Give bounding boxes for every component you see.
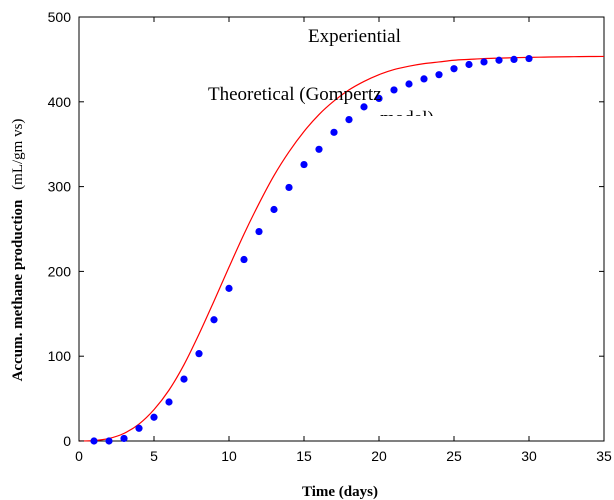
y-tick-label: 100	[48, 348, 72, 364]
x-tick-label: 25	[446, 448, 462, 464]
x-tick-label: 30	[521, 448, 537, 464]
experiential-point	[510, 55, 518, 64]
y-tick-label: 500	[48, 9, 72, 25]
experiential-point	[180, 375, 188, 383]
legend-theoretical-label-overflow: model)	[380, 108, 434, 129]
experiential-point	[195, 350, 203, 358]
experiential-point	[360, 103, 368, 111]
experiential-point	[285, 183, 293, 192]
plot-frame	[78, 16, 605, 442]
experiential-point	[480, 58, 488, 66]
experiential-point	[345, 116, 353, 124]
experiential-point	[450, 65, 458, 73]
experiential-point	[375, 94, 383, 103]
y-tick-label: 300	[48, 179, 72, 195]
y-axis-title-main: Accum. methane production	[10, 199, 26, 381]
x-tick-label: 20	[371, 448, 387, 464]
x-tick-label: 15	[296, 448, 312, 464]
plot-border	[78, 16, 605, 442]
x-tick-label: 0	[75, 448, 83, 464]
x-tick-label: 35	[596, 448, 612, 464]
experiential-point	[390, 86, 398, 94]
experiential-point	[105, 437, 113, 445]
theoretical-curve	[78, 55, 605, 442]
x-axis-title: Time (days)	[302, 484, 378, 500]
legend-experiential-label: Experiential	[308, 26, 401, 47]
experiential-point	[330, 128, 338, 136]
axis-ticks: 0 5 10 15 20 25 30 35 0 100 200 300 400 500	[48, 9, 612, 464]
y-axis-title: Accum. methane production (mL/gm vs)	[10, 119, 26, 382]
experiential-point	[300, 160, 308, 169]
experiential-point	[435, 71, 443, 79]
experiential-point	[255, 227, 263, 236]
experiential-point	[225, 284, 233, 292]
experiential-point	[165, 398, 173, 406]
experiential-point	[120, 434, 128, 443]
experiential-point	[495, 56, 503, 64]
experiential-point	[90, 437, 98, 445]
experiential-point	[210, 316, 218, 324]
y-axis-title-unit: (mL/gm vs)	[10, 119, 26, 190]
experiential-point	[135, 424, 143, 432]
x-tick-label: 10	[221, 448, 237, 464]
experiential-point	[240, 255, 248, 264]
experiential-point	[270, 205, 278, 214]
experiential-point	[420, 75, 428, 83]
experiential-point	[315, 145, 323, 153]
theoretical-series	[78, 55, 605, 442]
experiential-series	[90, 54, 533, 445]
legend-theoretical-label: Theoretical (Gompertz	[208, 84, 382, 105]
y-tick-label: 0	[63, 433, 71, 449]
experiential-point	[405, 80, 413, 88]
x-tick-label: 5	[150, 448, 158, 464]
experiential-point	[525, 54, 533, 63]
experiential-point	[150, 413, 158, 421]
y-tick-label: 400	[48, 94, 72, 110]
y-tick-label: 200	[48, 263, 72, 279]
experiential-point	[465, 60, 473, 69]
